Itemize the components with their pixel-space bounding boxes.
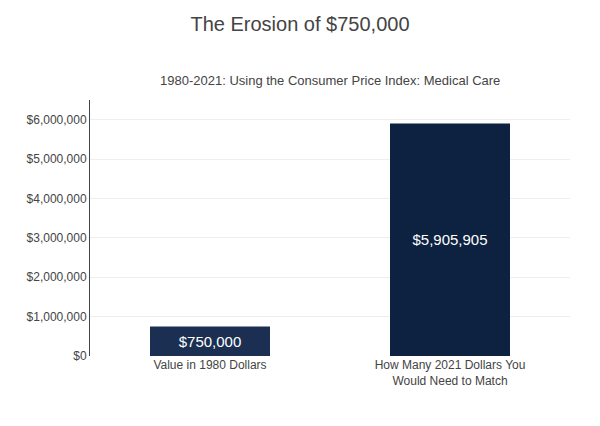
svg-text:$1,000,000: $1,000,000 bbox=[27, 310, 87, 324]
svg-text:$3,000,000: $3,000,000 bbox=[27, 231, 87, 245]
svg-text:$4,000,000: $4,000,000 bbox=[27, 192, 87, 206]
svg-text:$750,000: $750,000 bbox=[179, 333, 242, 350]
svg-text:$6,000,000: $6,000,000 bbox=[27, 113, 87, 127]
svg-text:1980-2021: Using the Consumer: 1980-2021: Using the Consumer Price Inde… bbox=[160, 73, 500, 88]
svg-text:$0: $0 bbox=[73, 349, 87, 363]
svg-text:How Many 2021 Dollars YouWould: How Many 2021 Dollars YouWould Need to M… bbox=[375, 358, 526, 388]
svg-text:The Erosion of $750,000: The Erosion of $750,000 bbox=[190, 13, 409, 35]
svg-text:$5,000,000: $5,000,000 bbox=[27, 152, 87, 166]
svg-text:$5,905,905: $5,905,905 bbox=[412, 231, 487, 248]
svg-text:Value in 1980 Dollars: Value in 1980 Dollars bbox=[153, 358, 266, 372]
svg-text:$2,000,000: $2,000,000 bbox=[27, 270, 87, 284]
